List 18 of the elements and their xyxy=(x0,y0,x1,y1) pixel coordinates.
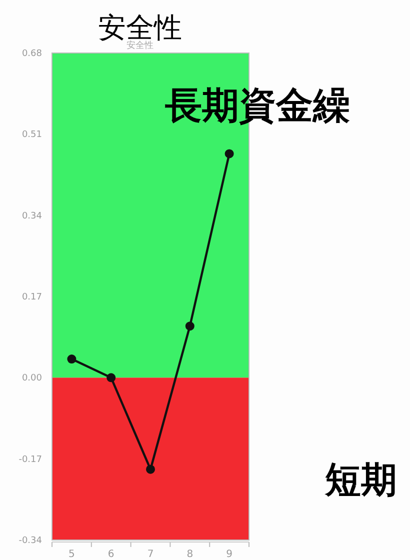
x-tick-label: 8 xyxy=(186,549,194,560)
y-tick-label: 0.68 xyxy=(22,49,42,59)
y-tick-label: -0.34 xyxy=(18,536,42,546)
y-tick-label: 0.00 xyxy=(22,374,42,384)
point xyxy=(185,322,194,331)
x-tick-label: 7 xyxy=(147,549,154,560)
text: 短期 xyxy=(324,460,397,501)
y-tick-label: 0.51 xyxy=(22,130,42,140)
y-tick-label: 0.34 xyxy=(22,211,42,222)
y-tick-label: 0.17 xyxy=(22,292,42,302)
point xyxy=(224,149,234,158)
point xyxy=(146,464,155,474)
point xyxy=(106,373,116,382)
x-tick-label: 9 xyxy=(226,549,232,560)
y-tick-label: -0.17 xyxy=(18,454,42,465)
point xyxy=(67,354,76,364)
x-tick-label: 5 xyxy=(68,549,75,560)
x-tick-label: 6 xyxy=(108,549,114,560)
